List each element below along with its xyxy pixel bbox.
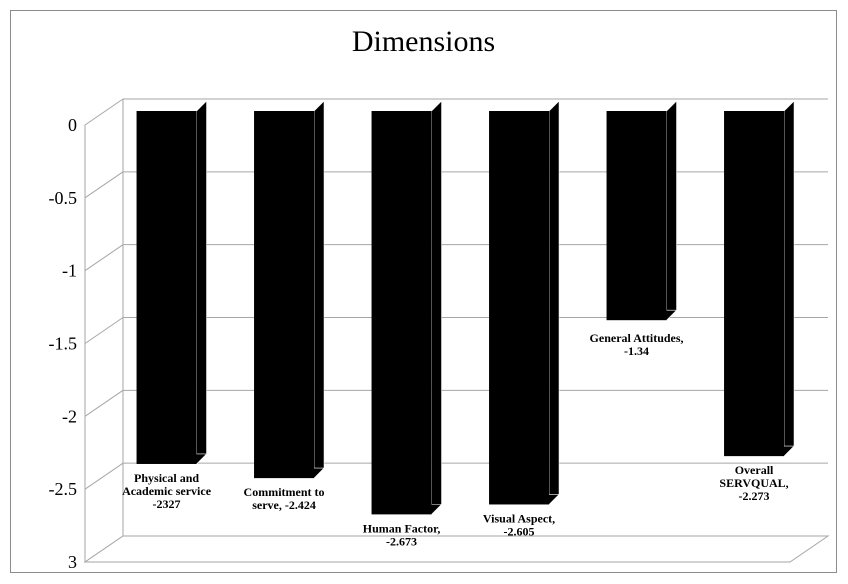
y-tick-label: 0 <box>68 115 77 135</box>
bar-side <box>783 100 795 457</box>
y-tick-label: -2 <box>62 406 77 426</box>
gridline-side <box>84 98 124 126</box>
y-tick-label: -2.5 <box>49 479 78 499</box>
bar <box>136 111 197 464</box>
data-label: Human Factor, <box>363 521 441 535</box>
bar-side <box>666 100 677 321</box>
data-label: Visual Aspect, <box>483 511 555 525</box>
bar-side <box>431 100 442 516</box>
y-tick-label: -1.5 <box>49 334 78 354</box>
data-label: -2.605 <box>504 524 535 538</box>
gridline-side <box>84 462 124 490</box>
bar <box>254 111 315 479</box>
chart-title: Dimensions <box>351 25 496 58</box>
bar <box>371 111 432 515</box>
data-label: Commitment to <box>244 485 325 499</box>
bar-side <box>313 100 325 479</box>
data-label: Overall <box>735 463 774 477</box>
data-label: serve, -2.424 <box>252 498 316 512</box>
chart-floor <box>83 535 830 563</box>
data-label: -2327 <box>153 497 181 511</box>
y-tick-label: 3 <box>68 552 77 572</box>
data-label: SERVQUAL, <box>719 476 788 490</box>
bar-side <box>196 100 207 465</box>
y-tick-label: -0.5 <box>49 188 78 208</box>
bar-side <box>548 100 560 506</box>
bar <box>724 111 785 457</box>
bar <box>489 111 550 505</box>
bar <box>606 111 667 321</box>
gridline-side <box>84 317 124 344</box>
data-label: -1.34 <box>624 344 649 358</box>
data-label: Academic service <box>122 484 212 498</box>
data-label: -2.673 <box>386 534 417 548</box>
y-tick-label: -1 <box>62 261 77 281</box>
gridline-side <box>84 244 124 272</box>
data-label: -2.273 <box>739 489 770 503</box>
data-label: Physical and <box>134 471 199 485</box>
gridline-side <box>84 389 124 417</box>
gridline-side <box>84 171 124 199</box>
data-label: General Attitudes, <box>590 331 684 345</box>
